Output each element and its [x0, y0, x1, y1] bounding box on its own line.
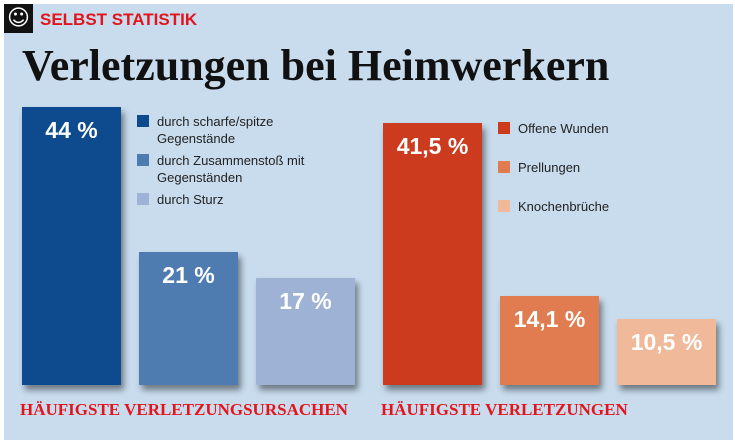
legend-swatch [137, 193, 149, 205]
data-label: 10,5 % [630, 328, 703, 355]
legend-swatch [137, 154, 149, 166]
chart-caption: HÄUFIGSTE VERLETZUNGSURSACHEN [20, 400, 348, 419]
bar: 10,5 % [617, 318, 716, 385]
legend-swatch [137, 115, 149, 127]
bar: 14,1 % [500, 295, 599, 385]
legend-item: Prellungen [498, 159, 698, 176]
data-label: 14,1 % [513, 305, 586, 332]
data-label: 17 % [279, 287, 332, 314]
smiley-icon: ☺ [4, 4, 33, 33]
chart-caption: HÄUFIGSTE VERLETZUNGEN [381, 400, 628, 419]
legend-swatch [498, 122, 510, 134]
legend: Offene Wunden Prellungen Knochenbrüche [498, 120, 698, 215]
legend-item: Offene Wunden [498, 120, 698, 137]
legend-item: durch Zusammenstoß mit Gegenständen [137, 152, 327, 186]
kicker: SELBST STATISTIK [40, 10, 198, 29]
legend-label: durch Sturz [157, 192, 224, 207]
legend: durch scharfe/spitze Gegenstände durch Zu… [137, 113, 327, 208]
bar: 21 % [139, 252, 238, 385]
data-label: 41,5 % [396, 132, 469, 159]
legend-label: Offene Wunden [518, 121, 609, 136]
bar: 17 % [256, 277, 355, 385]
chart-panel [4, 4, 733, 440]
data-label: 21 % [162, 262, 215, 289]
legend-item: durch Sturz [137, 191, 327, 208]
bar: 44 % [22, 107, 121, 385]
data-label: 44 % [45, 117, 98, 143]
legend-label: durch scharfe/spitze Gegenstände [157, 114, 274, 146]
legend-swatch [498, 161, 510, 173]
legend-label: Prellungen [518, 160, 581, 175]
chart-title: Verletzungen bei Heimwerkern [22, 41, 610, 90]
legend-item: durch scharfe/spitze Gegenstände [137, 113, 327, 147]
legend-swatch [498, 200, 510, 212]
legend-item: Knochenbrüche [498, 198, 698, 215]
legend-label: durch Zusammenstoß mit Gegenständen [157, 153, 305, 185]
bar: 41,5 % [383, 122, 482, 385]
legend-label: Knochenbrüche [518, 199, 610, 214]
